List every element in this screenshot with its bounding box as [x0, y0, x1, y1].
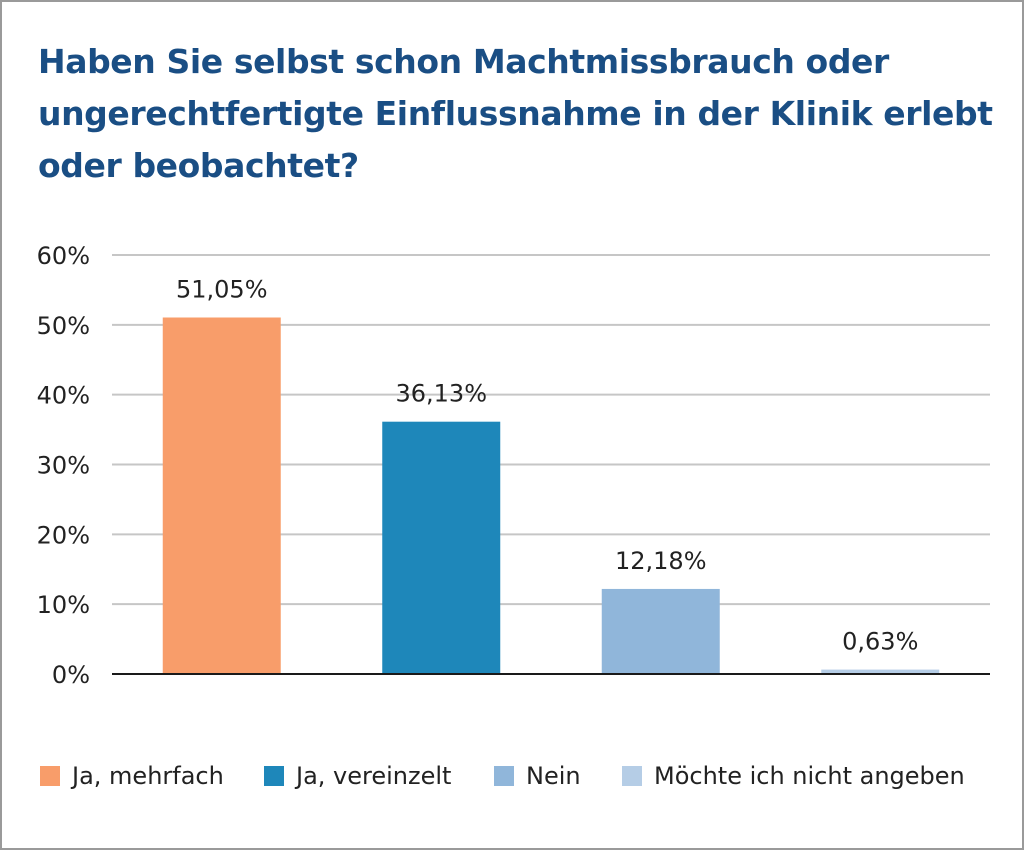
legend-swatch — [494, 766, 514, 786]
chart-title: Haben Sie selbst schon Machtmissbrauch o… — [38, 36, 998, 192]
legend-label: Ja, mehrfach — [72, 762, 224, 790]
data-label: 36,13% — [395, 380, 487, 408]
legend-label: Möchte ich nicht angeben — [654, 762, 965, 790]
data-label: 12,18% — [615, 547, 707, 575]
y-tick-label: 10% — [37, 591, 90, 619]
legend-item: Nein — [494, 762, 581, 790]
chart-title-line: oder beobachtet? — [38, 146, 359, 185]
y-tick-label: 50% — [37, 312, 90, 340]
y-tick-label: 0% — [52, 661, 90, 689]
y-tick-label: 20% — [37, 521, 90, 549]
legend-swatch — [264, 766, 284, 786]
chart-title-line: Haben Sie selbst schon Machtmissbrauch o… — [38, 42, 889, 81]
legend-label: Ja, vereinzelt — [296, 762, 452, 790]
chart-legend: Ja, mehrfach Ja, vereinzelt Nein Möchte ich… — [40, 762, 1010, 798]
bar-1 — [162, 317, 281, 674]
chart-title-line: ungerechtfertigte Einflussnahme in der K… — [38, 94, 993, 133]
bar-2 — [382, 421, 501, 674]
data-label: 51,05% — [176, 276, 268, 304]
y-tick-label: 30% — [37, 452, 90, 480]
bar-4 — [821, 669, 940, 674]
bar-3 — [601, 588, 720, 674]
legend-item: Möchte ich nicht angeben — [622, 762, 965, 790]
legend-swatch — [40, 766, 60, 786]
legend-label: Nein — [526, 762, 581, 790]
legend-item: Ja, mehrfach — [40, 762, 224, 790]
data-label: 0,63% — [842, 628, 918, 656]
legend-item: Ja, vereinzelt — [264, 762, 451, 790]
legend-swatch — [622, 766, 642, 786]
y-tick-label: 60% — [37, 242, 90, 270]
y-tick-label: 40% — [37, 382, 90, 410]
